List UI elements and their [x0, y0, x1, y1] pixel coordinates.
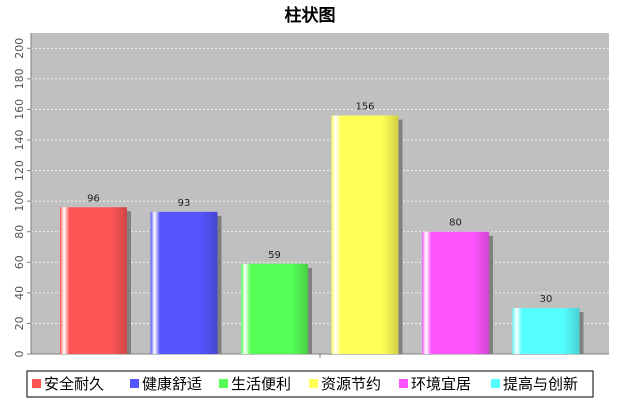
legend-swatch: [309, 379, 318, 388]
legend-label: 生活便利: [231, 375, 291, 393]
y-tick-label: 100: [13, 191, 26, 212]
legend-swatch: [32, 379, 41, 388]
y-tick-label: 120: [13, 160, 26, 181]
value-label: 80: [449, 218, 462, 229]
y-axis: 0 20 40 60 80 100 120 140 160 180 200: [13, 33, 32, 358]
bar-4: [331, 115, 399, 355]
legend-label: 健康舒适: [142, 375, 202, 393]
bar-6: [512, 308, 580, 354]
bar-2: [150, 211, 218, 354]
value-label: 59: [268, 250, 281, 261]
bar-3: [241, 263, 308, 354]
value-labels: 96 93 59 156 80 30: [87, 102, 552, 306]
y-tick-label: 80: [13, 225, 26, 239]
legend-label: 资源节约: [321, 375, 381, 393]
legend-swatch: [130, 379, 139, 388]
legend-label: 提高与创新: [503, 375, 578, 393]
y-tick-label: 60: [13, 255, 26, 269]
y-tick-label: 180: [13, 68, 26, 89]
value-label: 30: [540, 294, 553, 305]
bar-5: [422, 231, 489, 354]
value-label: 93: [178, 198, 191, 209]
chart-title: 柱状图: [285, 5, 336, 26]
value-label: 96: [87, 193, 100, 204]
x-axis: [31, 353, 609, 358]
legend-swatch: [491, 379, 500, 388]
y-tick-label: 160: [13, 99, 26, 120]
y-tick-label: 0: [13, 351, 26, 358]
y-tick-label: 140: [13, 130, 26, 151]
value-label: 156: [355, 102, 374, 113]
legend-label: 环境宜居: [411, 375, 471, 393]
y-tick-label: 200: [13, 38, 26, 59]
bar-group: [60, 115, 584, 355]
legend-swatch: [399, 379, 408, 388]
legend-swatch: [219, 379, 228, 388]
legend-label: 安全耐久: [44, 375, 104, 393]
legend: 安全耐久 健康舒适 生活便利 资源节约 环境宜居 提高与创新: [26, 370, 594, 398]
bar-1: [60, 207, 127, 354]
y-tick-label: 20: [13, 316, 26, 330]
y-tick-label: 40: [13, 286, 26, 300]
